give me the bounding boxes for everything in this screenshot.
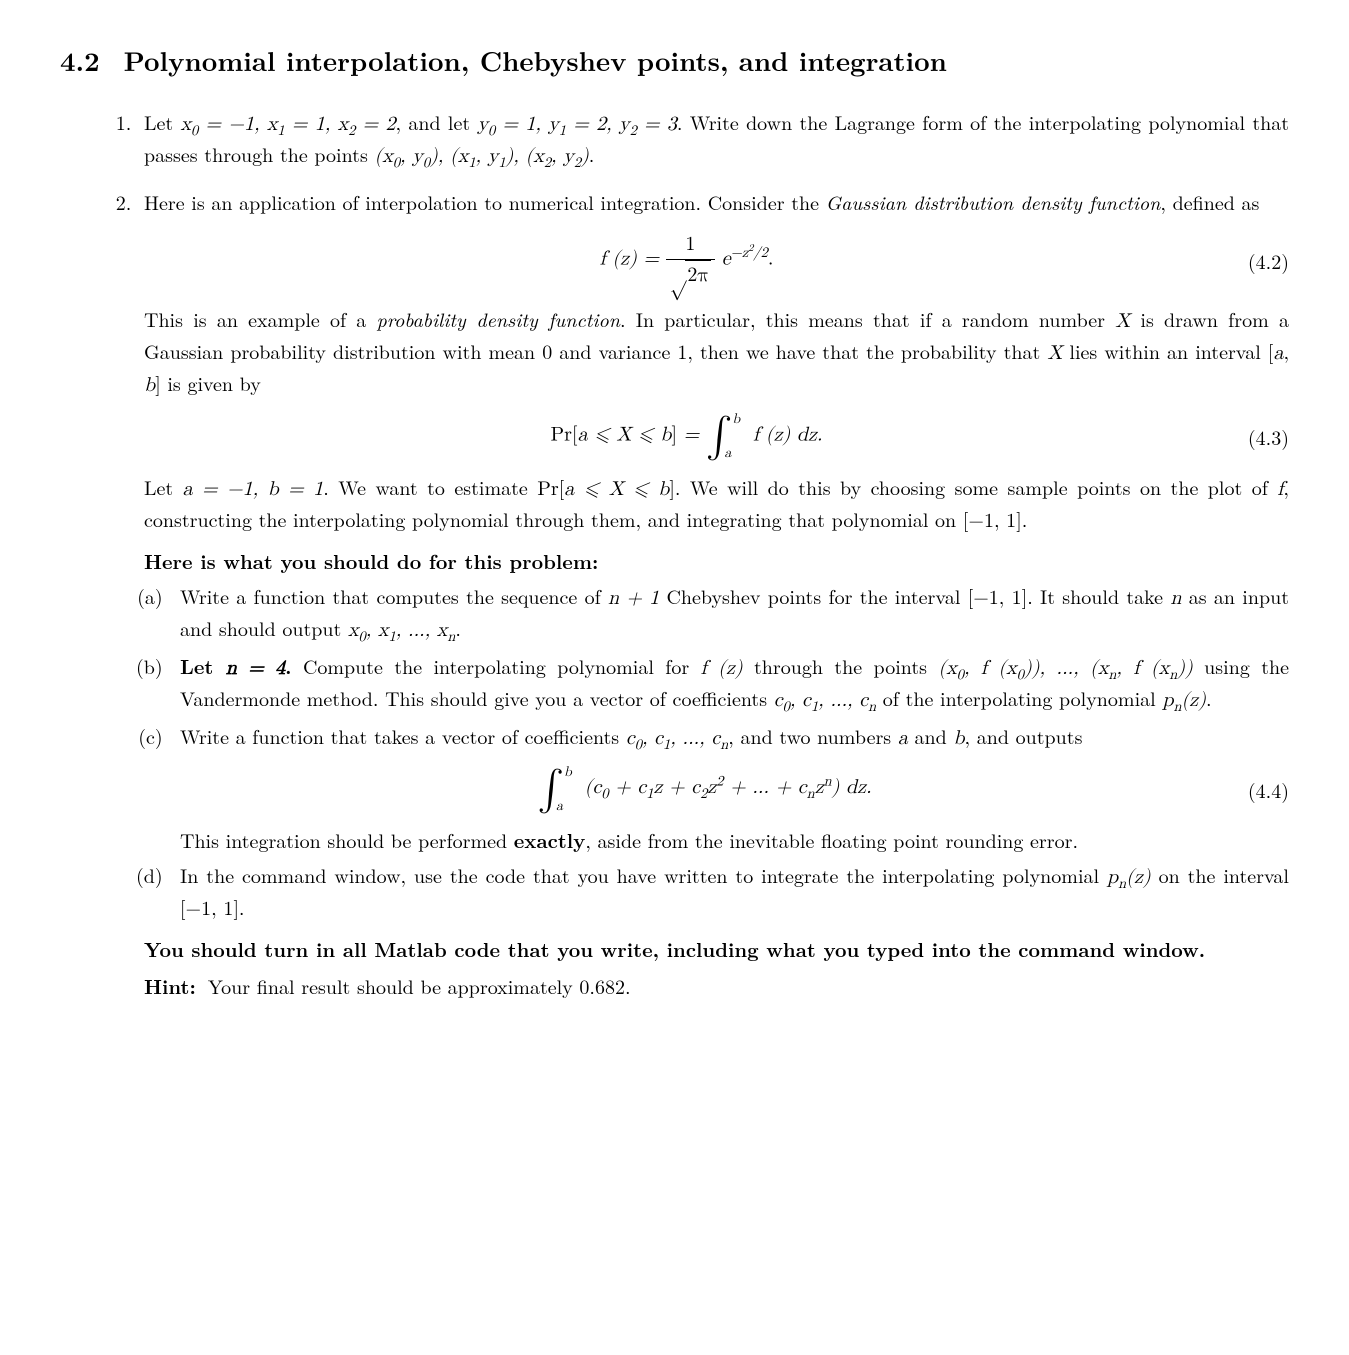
eq43-limits: ba <box>732 414 746 458</box>
let-n: Let n = 4. <box>180 651 292 680</box>
q1-math-c: (x0, y0), (x1, y1), (x2, y2) <box>375 146 589 166</box>
turn-in-note: You should turn in all Matlab code that … <box>144 934 1289 963</box>
q1-math-a: x0 = −1, x1 = 1, x2 = 2 <box>180 114 395 134</box>
q2-p2-int: [−1, 1] <box>963 511 1022 531</box>
section-number: 4.2 <box>60 40 100 79</box>
hint-label: Hint: <box>144 971 196 1000</box>
subproblem-a: Write a function that computes the seque… <box>176 581 1289 645</box>
exactly: exactly <box>514 825 586 854</box>
q1-math-b: y0 = 1, y1 = 2, y2 = 3 <box>477 114 676 134</box>
problem-list: Let x0 = −1, x1 = 1, x2 = 2, and let y0 … <box>60 107 1289 1000</box>
q2-p2-pr: Pr[a ⩽ X ⩽ b] <box>537 479 675 499</box>
problem-1: Let x0 = −1, x1 = 1, x2 = 2, and let y0 … <box>138 107 1289 171</box>
q2-intro: Here is an application of interpolation … <box>144 187 826 216</box>
q2-subhead: Here is what you should do for this prob… <box>144 546 1289 575</box>
eq42-number: (4.2) <box>1229 246 1289 275</box>
q1-text: . <box>589 139 595 168</box>
equation-4-4: ∫ba (c0 + c1z + c2z2 + ... + cnzn) dz. (… <box>180 767 1289 811</box>
q2-p1-em: probability density function <box>376 304 620 333</box>
section-title: Polynomial interpolation, Chebyshev poin… <box>124 40 947 79</box>
q2-p2: Let <box>144 472 183 501</box>
q1-text: Let <box>144 107 180 136</box>
q2-intro: , defined as <box>1160 187 1259 216</box>
q2-X2: X <box>1047 343 1062 363</box>
q2-intro-em: Gaussian distribution density function <box>826 187 1161 216</box>
hint-text: Your final result should be approximatel… <box>208 971 631 1000</box>
q2-p1: . In particular, this means that if a ra… <box>620 304 1115 333</box>
subproblem-b: Let n = 4. Compute the interpolating pol… <box>176 651 1289 715</box>
q1-text: , and let <box>396 107 478 136</box>
q2-p1: lies within an interval <box>1062 336 1268 365</box>
eq42-den: √2π <box>666 260 715 290</box>
q2-p2: . <box>1022 504 1028 533</box>
q2-p2-eq: a = −1, b = 1 <box>183 479 324 499</box>
eq44-number: (4.4) <box>1229 775 1289 804</box>
eq43-body: Pr[a ⩽ X ⩽ b] = ∫ba f (z) dz. <box>144 414 1229 458</box>
eq42-num: 1 <box>666 230 715 260</box>
q2-p1: This is an example of a <box>144 304 376 333</box>
q2-p2: . We want to estimate <box>323 472 537 501</box>
q2-p1: is given by <box>161 368 261 397</box>
q2-p2: . We will do this by choosing some sampl… <box>675 472 1277 501</box>
equation-4-3: Pr[a ⩽ X ⩽ b] = ∫ba f (z) dz. (4.3) <box>144 414 1289 458</box>
eq42-fraction: 1 √2π <box>666 230 715 290</box>
problem-2: Here is an application of interpolation … <box>138 187 1289 1000</box>
equation-4-2: f (z) = 1 √2π e−z2/2. (4.2) <box>144 230 1289 290</box>
subproblem-c: Write a function that takes a vector of … <box>176 721 1289 854</box>
hint: Hint: Your final result should be approxi… <box>144 971 1289 1000</box>
q2-X: X <box>1115 311 1130 331</box>
eq43-number: (4.3) <box>1229 422 1289 451</box>
subproblem-d: In the command window, use the code that… <box>176 860 1289 924</box>
section-heading: 4.2 Polynomial interpolation, Chebyshev p… <box>60 40 1289 79</box>
eq44-limits: ba <box>564 767 578 811</box>
eq44-body: ∫ba (c0 + c1z + c2z2 + ... + cnzn) dz. <box>180 767 1229 811</box>
eq42-exp: −z2/2 <box>731 245 768 260</box>
subproblem-list: Write a function that computes the seque… <box>144 581 1289 924</box>
eq42-body: f (z) = 1 √2π e−z2/2. <box>144 230 1229 290</box>
